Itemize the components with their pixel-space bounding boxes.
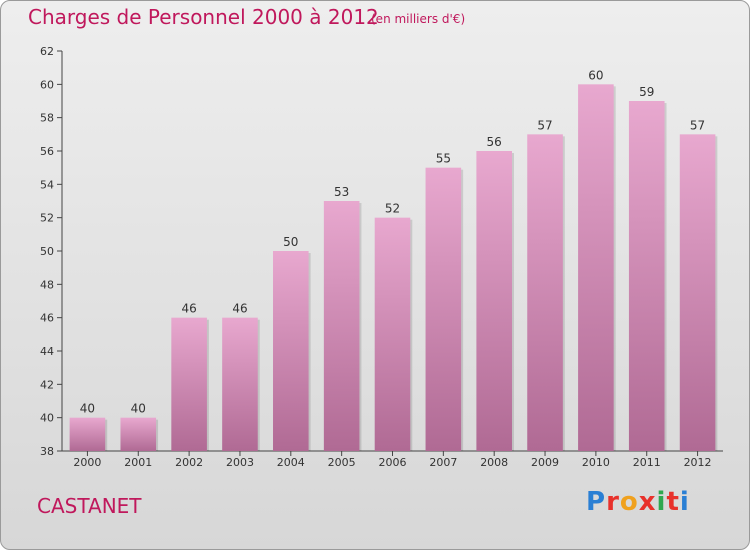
logo-letter: i [656,487,667,517]
city-name: CASTANET [37,494,142,518]
data-label: 56 [487,135,502,149]
bar [527,134,563,452]
bar [679,134,716,452]
x-tick-label: 2001 [124,456,152,469]
bar [374,217,411,451]
bar [69,417,106,451]
y-tick-label: 42 [40,378,54,391]
proxiti-logo: Proxiti [586,487,690,517]
x-tick-label: 2012 [684,456,712,469]
bar [425,167,462,451]
x-tick-label: 2002 [175,456,203,469]
logo-letter: t [666,487,680,517]
y-tick-label: 50 [40,245,54,258]
logo-letter: P [586,487,607,517]
data-label: 57 [690,118,705,132]
data-label: 46 [232,302,247,316]
data-label: 60 [588,68,603,82]
data-label: 50 [283,235,298,249]
x-tick-label: 2003 [226,456,254,469]
y-tick-label: 60 [40,78,54,91]
x-tick-label: 2009 [531,456,559,469]
y-tick-label: 52 [40,212,54,225]
data-label: 52 [385,202,400,216]
x-tick-label: 2011 [633,456,661,469]
y-tick-label: 62 [40,45,54,58]
bar [323,201,360,451]
chart-title: Charges de Personnel 2000 à 2012 [28,5,379,29]
data-label: 55 [436,152,451,166]
x-tick-label: 2005 [328,456,356,469]
logo-letter: o [619,487,639,517]
bar [476,151,512,451]
chart-subtitle: (en milliers d'€) [371,12,466,26]
data-label: 40 [80,402,95,416]
data-label: 57 [537,118,552,132]
x-tick-label: 2010 [582,456,610,469]
data-label: 46 [181,302,196,316]
plot-area: 38 40 42 44 46 48 50 52 54 56 58 60 62 40 2000 40 2001 46… [40,45,723,469]
x-tick-label: 2004 [277,456,305,469]
x-tick-label: 2006 [379,456,407,469]
y-tick-label: 54 [40,178,54,191]
bar [222,317,258,451]
x-tick-label: 2000 [73,456,101,469]
bar [628,101,665,451]
bar [273,251,309,451]
y-tick-label: 46 [40,312,54,325]
logo-letter: r [606,487,620,517]
y-tick-label: 38 [40,445,54,458]
logo-letter: i [679,487,690,517]
x-tick-label: 2007 [429,456,457,469]
x-tick-label: 2008 [480,456,508,469]
bar [120,417,157,451]
data-label: 53 [334,185,349,199]
data-label: 59 [639,85,654,99]
logo-letter: x [638,487,657,517]
y-tick-label: 58 [40,112,54,125]
y-tick-label: 40 [40,412,54,425]
bar [171,317,207,451]
y-tick-label: 48 [40,278,54,291]
bar [578,84,614,451]
y-tick-label: 56 [40,145,54,158]
y-tick-label: 44 [40,345,54,358]
data-label: 40 [131,402,146,416]
